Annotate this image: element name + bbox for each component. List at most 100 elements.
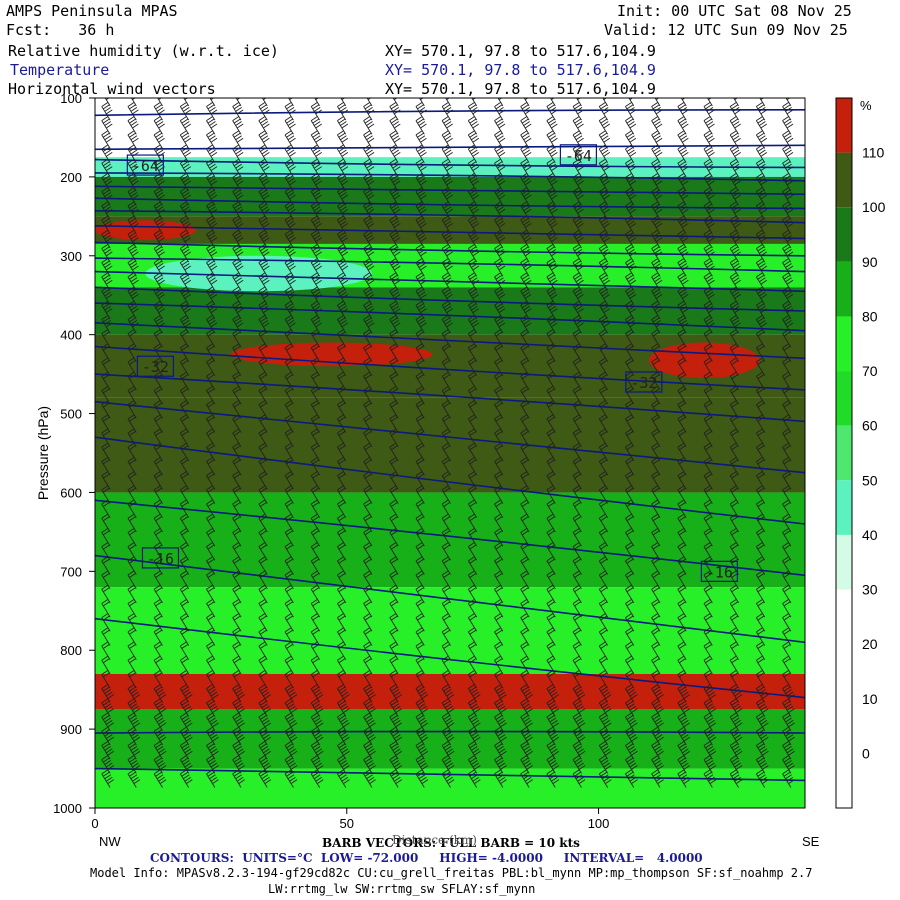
wind-barb-flag [101,116,108,122]
wind-barb-flag [786,152,794,157]
wind-barb-flag [209,689,216,694]
wind-barb-flag [602,263,609,268]
wind-barb-flag [127,542,135,548]
wind-barb-flag [760,279,768,285]
wind-barb-flag [310,513,318,519]
wind-barb-flag [102,303,110,309]
wind-barb-flag [572,187,580,193]
wind-barb-flag [260,147,267,152]
wind-barb-flag [651,528,658,533]
wind-barb-flag [313,177,321,183]
wind-barb-flag [546,386,554,391]
wind-barb-flag [574,232,581,238]
wind-barb-flag [629,109,637,115]
wind-barb-flag [495,88,501,92]
wind-barb-flag [782,670,789,675]
wind-barb-flag [729,343,737,349]
wind-barb-flag [180,627,187,633]
wind-barb-flag [786,208,794,214]
wind-barb-flag [757,445,765,451]
wind-barb-flag [598,386,606,391]
wind-barb-flag [127,684,135,690]
wind-barb-flag [548,189,555,195]
wind-barb-flag [652,459,660,465]
wind-barb-flag [233,147,241,152]
wind-barb-flag [729,485,737,491]
wind-barb-flag [366,106,373,112]
wind-barb-flag [340,121,347,126]
wind-barb-flag [210,194,218,200]
wind-barb-flag [548,147,555,152]
wind-barb-flag [233,530,241,536]
wind-barb-flag [337,286,344,292]
wind-barb-flag [127,116,135,122]
wind-barb-flag [498,98,503,100]
wind-barb-flag [468,584,475,590]
wind-barb-flag [391,260,398,266]
wind-barb-flag [310,570,318,576]
wind-barb-flag [628,106,635,112]
wind-barb-flag [572,315,580,320]
wind-barb-flag [546,187,554,193]
wind-barb-flag [494,244,501,249]
wind-barb-flag [679,161,686,167]
wind-barb-flag [260,189,267,195]
wind-barb-flag [521,104,529,110]
wind-barb-flag [574,587,581,593]
wind-barb-flag [284,315,292,320]
wind-barb-flag [284,599,292,604]
wind-barb-flag [495,189,503,195]
wind-barb-flag [494,386,501,391]
wind-barb-flag [183,93,189,97]
wind-barb-flag [679,303,686,309]
wind-barb-flag [472,194,480,200]
wind-barb-flag [546,556,554,562]
wind-barb-flag [286,274,293,280]
wind-barb-flag [654,263,661,268]
wind-barb-flag [418,149,426,155]
wind-barb-flag [497,319,504,325]
wind-barb-flag [760,237,768,242]
wind-barb-flag [153,528,161,533]
wind-barb-flag [153,499,161,505]
wind-barb-flag [520,215,527,221]
wind-barb-flag [546,542,554,548]
wind-barb-flag [284,670,292,675]
wind-barb-flag [233,175,241,181]
wind-barb-flag [756,528,763,533]
wind-barb-flag [341,166,349,171]
wind-barb-flag [444,192,452,197]
wind-barb-flag [443,558,450,564]
wind-barb-flag [469,644,477,649]
wind-barb-flag [415,300,423,306]
wind-barb-flag [756,371,763,377]
wind-barb-flag [315,265,322,271]
wind-barb-flag [210,251,218,257]
wind-barb-flag [233,629,241,635]
wind-barb-flag [338,274,346,280]
wind-barb-flag [652,203,660,209]
wind-barb-flag [494,116,501,122]
wind-barb-flag [494,613,501,619]
wind-barb-flag [129,175,136,181]
wind-barb-flag [153,442,161,448]
wind-barb-flag [756,173,763,178]
wind-barb-flag [104,248,112,254]
wind-barb-flag [521,289,529,294]
wind-barb-flag [417,644,424,649]
wind-barb-flag [260,374,267,380]
wind-barb-flag [783,544,791,550]
wind-barb-flag [443,147,450,152]
wind-barb-flag [575,192,583,197]
wind-barb-flag [468,144,475,150]
wind-barb-flag [546,258,554,264]
wind-barb-flag [313,206,321,212]
wind-barb-flag [495,587,503,593]
wind-barb-flag [263,98,267,100]
wind-barb-flag [443,374,450,380]
wind-barb-flag [443,388,450,394]
wind-barb-flag [415,187,423,193]
wind-barb-flag [598,300,606,306]
wind-barb-flag [391,615,398,621]
wind-barb-flag [732,291,740,297]
